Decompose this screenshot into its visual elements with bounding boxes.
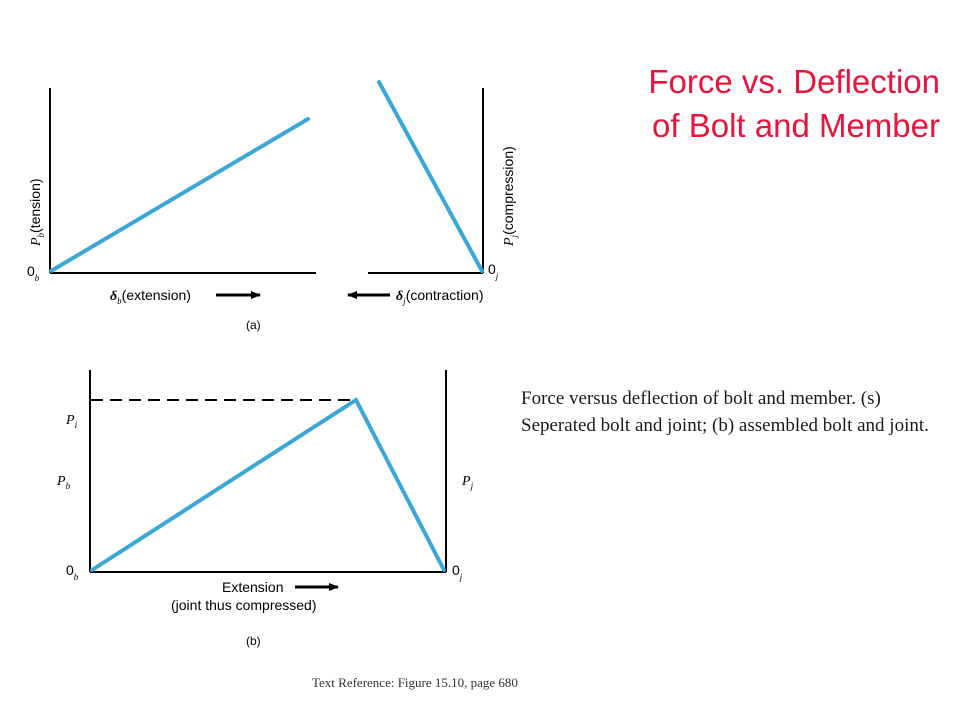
member-x-axis-label: δj(contraction)	[396, 287, 484, 306]
slide-title-line2: of Bolt and Member	[652, 107, 940, 144]
slide-title-line1: Force vs. Deflection	[648, 63, 940, 100]
bolt-origin-label: 0b	[27, 263, 40, 283]
slide-title: Force vs. Deflection of Bolt and Member	[560, 60, 940, 148]
bolt-stiffness-line	[49, 117, 310, 273]
member-stiffness-line	[377, 80, 484, 273]
member-y-axis-label: Pj(compression)	[500, 146, 519, 247]
bolt-x-axis-label: δb(extension)	[110, 287, 191, 306]
text-reference: Text Reference: Figure 15.10, page 680	[312, 675, 518, 690]
figure-caption: Force versus deflection of bolt and memb…	[521, 388, 929, 436]
figure-a-label: (a)	[246, 318, 261, 332]
figure-b-assembled-plot: Pi Pb Pj 0b 0j Extension (joint thus com…	[56, 370, 474, 648]
bolt-force-label: Pb	[56, 474, 71, 491]
assembled-x-label-line2: (joint thus compressed)	[171, 597, 317, 613]
assembled-force-curve	[90, 397, 446, 572]
figure-b-label: (b)	[246, 634, 261, 648]
figure-a-member-plot: 0j Pj(compression) δj(contraction) (a)	[246, 80, 519, 332]
assembled-x-label-line1: Extension	[222, 579, 283, 595]
preload-label: Pi	[65, 413, 78, 430]
member-origin-label: 0j	[488, 261, 499, 281]
member-force-label: Pj	[461, 474, 474, 491]
assembled-origin-left: 0b	[66, 562, 79, 582]
bolt-y-axis-label: Pb(tension)	[27, 178, 46, 247]
assembled-origin-right: 0j	[452, 562, 463, 582]
figure-a-bolt-plot: 0b Pb(tension) δb(extension)	[27, 88, 316, 306]
